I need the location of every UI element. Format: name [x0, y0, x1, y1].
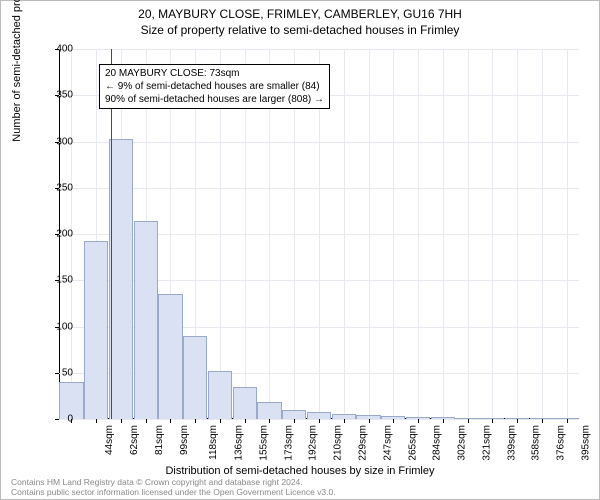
chart-title-line2: Size of property relative to semi-detach… — [1, 23, 599, 37]
annotation-line: 90% of semi-detached houses are larger (… — [105, 93, 324, 106]
histogram-bar — [208, 371, 232, 419]
annotation-line: 20 MAYBURY CLOSE: 73sqm — [105, 67, 324, 80]
x-tick-label: 62sqm — [129, 425, 140, 455]
x-tick-label: 81sqm — [154, 425, 165, 455]
histogram-bar — [257, 402, 281, 419]
histogram-chart: 44sqm62sqm81sqm99sqm118sqm136sqm155sqm17… — [59, 49, 579, 419]
x-tick-label: 173sqm — [283, 425, 294, 461]
x-tick-mark — [121, 419, 122, 423]
x-tick-mark — [492, 419, 493, 423]
x-tick-mark — [517, 419, 518, 423]
x-tick-label: 321sqm — [481, 425, 492, 461]
x-tick-label: 247sqm — [382, 425, 393, 461]
x-tick-label: 358sqm — [531, 425, 542, 461]
y-tick-label: 100 — [43, 321, 73, 332]
y-tick-label: 250 — [43, 182, 73, 193]
grid-line-v — [393, 49, 394, 419]
x-tick-label: 99sqm — [179, 425, 190, 455]
annotation-line: ← 9% of semi-detached houses are smaller… — [105, 80, 324, 93]
y-tick-label: 350 — [43, 90, 73, 101]
x-tick-mark — [245, 419, 246, 423]
x-tick-label: 155sqm — [259, 425, 270, 461]
x-tick-label: 265sqm — [407, 425, 418, 461]
x-tick-mark — [170, 419, 171, 423]
y-tick-label: 150 — [43, 275, 73, 286]
x-tick-label: 302sqm — [457, 425, 468, 461]
x-tick-label: 210sqm — [333, 425, 344, 461]
histogram-bar — [158, 294, 182, 419]
x-tick-mark — [418, 419, 419, 423]
y-tick-label: 400 — [43, 44, 73, 55]
annotation-box: 20 MAYBURY CLOSE: 73sqm← 9% of semi-deta… — [99, 64, 330, 109]
x-tick-mark — [319, 419, 320, 423]
x-tick-mark — [96, 419, 97, 423]
x-tick-label: 229sqm — [358, 425, 369, 461]
footer-line1: Contains HM Land Registry data © Crown c… — [11, 477, 336, 487]
x-tick-mark — [220, 419, 221, 423]
x-tick-mark — [393, 419, 394, 423]
x-tick-label: 284sqm — [432, 425, 443, 461]
histogram-bar — [183, 336, 207, 419]
x-tick-mark — [542, 419, 543, 423]
x-tick-mark — [567, 419, 568, 423]
x-tick-mark — [146, 419, 147, 423]
y-axis-title: Number of semi-detached properties — [11, 0, 23, 142]
x-tick-mark — [294, 419, 295, 423]
x-tick-label: 339sqm — [506, 425, 517, 461]
x-tick-mark — [269, 419, 270, 423]
histogram-bar — [282, 410, 306, 419]
y-tick-label: 50 — [43, 367, 73, 378]
grid-line-v — [418, 49, 419, 419]
x-tick-label: 118sqm — [208, 425, 219, 460]
histogram-bar — [84, 241, 108, 419]
footer-attribution: Contains HM Land Registry data © Crown c… — [11, 477, 336, 497]
x-tick-label: 44sqm — [104, 425, 115, 455]
grid-line-v — [542, 49, 543, 419]
histogram-bar — [134, 221, 158, 419]
x-tick-mark — [369, 419, 370, 423]
x-tick-mark — [468, 419, 469, 423]
plot-area: 44sqm62sqm81sqm99sqm118sqm136sqm155sqm17… — [59, 49, 579, 419]
x-axis-title: Distribution of semi-detached houses by … — [1, 465, 599, 477]
grid-line-v — [344, 49, 345, 419]
x-tick-mark — [344, 419, 345, 423]
y-tick-label: 300 — [43, 136, 73, 147]
grid-line-v — [517, 49, 518, 419]
y-tick-label: 200 — [43, 229, 73, 240]
grid-line-v — [468, 49, 469, 419]
grid-line-v — [567, 49, 568, 419]
x-tick-mark — [443, 419, 444, 423]
x-tick-label: 376sqm — [556, 425, 567, 461]
x-tick-label: 395sqm — [580, 425, 591, 461]
x-tick-label: 192sqm — [308, 425, 319, 461]
histogram-bar — [109, 139, 133, 419]
y-tick-label: 0 — [43, 414, 73, 425]
x-tick-label: 136sqm — [234, 425, 245, 461]
footer-line2: Contains public sector information licen… — [11, 487, 336, 497]
histogram-bar — [233, 387, 257, 419]
histogram-bar — [307, 412, 331, 419]
x-tick-mark — [195, 419, 196, 423]
grid-line-v — [443, 49, 444, 419]
grid-line-v — [492, 49, 493, 419]
chart-title-line1: 20, MAYBURY CLOSE, FRIMLEY, CAMBERLEY, G… — [1, 7, 599, 21]
grid-line-v — [369, 49, 370, 419]
